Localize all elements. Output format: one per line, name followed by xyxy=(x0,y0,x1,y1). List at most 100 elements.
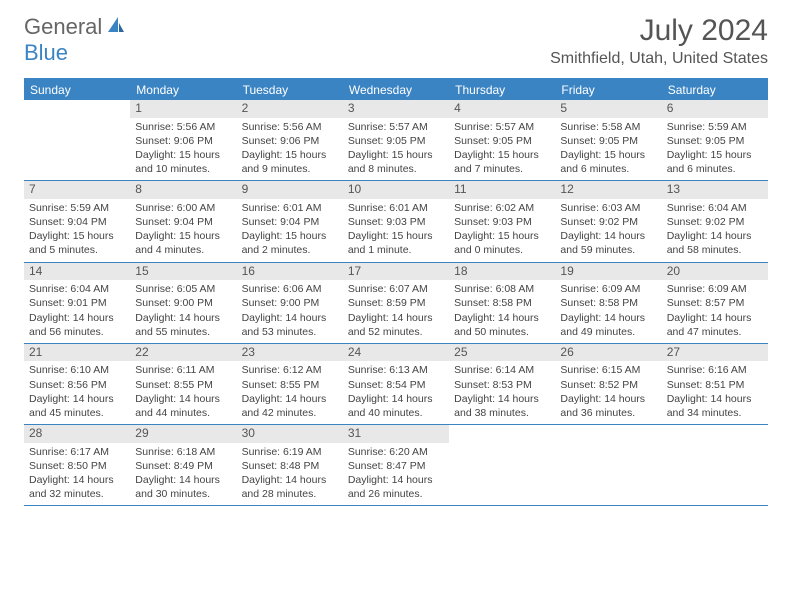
day-details: Sunrise: 6:12 AMSunset: 8:55 PMDaylight:… xyxy=(237,361,343,424)
day-number: 15 xyxy=(130,263,236,281)
day-number: 31 xyxy=(343,425,449,443)
day-cell: 12Sunrise: 6:03 AMSunset: 9:02 PMDayligh… xyxy=(555,181,661,261)
day-number: 14 xyxy=(24,263,130,281)
day-details: Sunrise: 6:02 AMSunset: 9:03 PMDaylight:… xyxy=(449,199,555,262)
day-cell: 31Sunrise: 6:20 AMSunset: 8:47 PMDayligh… xyxy=(343,425,449,505)
weekday-row: Sunday Monday Tuesday Wednesday Thursday… xyxy=(24,80,768,100)
day-cell: 18Sunrise: 6:08 AMSunset: 8:58 PMDayligh… xyxy=(449,263,555,343)
day-number: 18 xyxy=(449,263,555,281)
day-cell xyxy=(449,425,555,505)
day-number: 20 xyxy=(662,263,768,281)
day-number: 6 xyxy=(662,100,768,118)
day-details: Sunrise: 5:59 AMSunset: 9:04 PMDaylight:… xyxy=(24,199,130,262)
day-details: Sunrise: 5:56 AMSunset: 9:06 PMDaylight:… xyxy=(237,118,343,181)
day-number: 22 xyxy=(130,344,236,362)
day-number: 28 xyxy=(24,425,130,443)
day-number: 17 xyxy=(343,263,449,281)
day-details: Sunrise: 6:09 AMSunset: 8:57 PMDaylight:… xyxy=(662,280,768,343)
day-number: 24 xyxy=(343,344,449,362)
day-details: Sunrise: 6:07 AMSunset: 8:59 PMDaylight:… xyxy=(343,280,449,343)
weekday-mon: Monday xyxy=(130,80,236,100)
day-number: 29 xyxy=(130,425,236,443)
day-cell: 17Sunrise: 6:07 AMSunset: 8:59 PMDayligh… xyxy=(343,263,449,343)
day-details: Sunrise: 6:04 AMSunset: 9:02 PMDaylight:… xyxy=(662,199,768,262)
day-details: Sunrise: 6:09 AMSunset: 8:58 PMDaylight:… xyxy=(555,280,661,343)
logo-text-blue: Blue xyxy=(24,40,68,65)
day-details: Sunrise: 6:10 AMSunset: 8:56 PMDaylight:… xyxy=(24,361,130,424)
day-number: 30 xyxy=(237,425,343,443)
week-row: 21Sunrise: 6:10 AMSunset: 8:56 PMDayligh… xyxy=(24,344,768,425)
day-cell: 27Sunrise: 6:16 AMSunset: 8:51 PMDayligh… xyxy=(662,344,768,424)
day-number: 12 xyxy=(555,181,661,199)
day-number: 27 xyxy=(662,344,768,362)
day-details: Sunrise: 6:16 AMSunset: 8:51 PMDaylight:… xyxy=(662,361,768,424)
day-cell: 15Sunrise: 6:05 AMSunset: 9:00 PMDayligh… xyxy=(130,263,236,343)
day-cell: 22Sunrise: 6:11 AMSunset: 8:55 PMDayligh… xyxy=(130,344,236,424)
day-cell: 2Sunrise: 5:56 AMSunset: 9:06 PMDaylight… xyxy=(237,100,343,180)
logo-text-general: General xyxy=(24,14,102,40)
day-cell: 29Sunrise: 6:18 AMSunset: 8:49 PMDayligh… xyxy=(130,425,236,505)
week-row: 1Sunrise: 5:56 AMSunset: 9:06 PMDaylight… xyxy=(24,100,768,181)
day-details: Sunrise: 5:59 AMSunset: 9:05 PMDaylight:… xyxy=(662,118,768,181)
day-number: 9 xyxy=(237,181,343,199)
day-details: Sunrise: 6:13 AMSunset: 8:54 PMDaylight:… xyxy=(343,361,449,424)
day-details: Sunrise: 6:06 AMSunset: 9:00 PMDaylight:… xyxy=(237,280,343,343)
day-details: Sunrise: 5:58 AMSunset: 9:05 PMDaylight:… xyxy=(555,118,661,181)
day-number: 4 xyxy=(449,100,555,118)
day-details: Sunrise: 5:56 AMSunset: 9:06 PMDaylight:… xyxy=(130,118,236,181)
day-number: 13 xyxy=(662,181,768,199)
day-number: 8 xyxy=(130,181,236,199)
day-number: 11 xyxy=(449,181,555,199)
day-cell: 6Sunrise: 5:59 AMSunset: 9:05 PMDaylight… xyxy=(662,100,768,180)
day-cell: 25Sunrise: 6:14 AMSunset: 8:53 PMDayligh… xyxy=(449,344,555,424)
day-details: Sunrise: 5:57 AMSunset: 9:05 PMDaylight:… xyxy=(343,118,449,181)
day-details: Sunrise: 5:57 AMSunset: 9:05 PMDaylight:… xyxy=(449,118,555,181)
calendar: Sunday Monday Tuesday Wednesday Thursday… xyxy=(24,78,768,506)
logo: General xyxy=(24,14,128,40)
day-number: 7 xyxy=(24,181,130,199)
day-cell: 26Sunrise: 6:15 AMSunset: 8:52 PMDayligh… xyxy=(555,344,661,424)
day-cell xyxy=(662,425,768,505)
day-details: Sunrise: 6:01 AMSunset: 9:03 PMDaylight:… xyxy=(343,199,449,262)
weekday-fri: Friday xyxy=(555,80,661,100)
week-row: 28Sunrise: 6:17 AMSunset: 8:50 PMDayligh… xyxy=(24,425,768,506)
day-number: 3 xyxy=(343,100,449,118)
day-cell: 23Sunrise: 6:12 AMSunset: 8:55 PMDayligh… xyxy=(237,344,343,424)
day-details: Sunrise: 6:15 AMSunset: 8:52 PMDaylight:… xyxy=(555,361,661,424)
month-title: July 2024 xyxy=(550,14,768,48)
day-cell: 21Sunrise: 6:10 AMSunset: 8:56 PMDayligh… xyxy=(24,344,130,424)
day-cell: 16Sunrise: 6:06 AMSunset: 9:00 PMDayligh… xyxy=(237,263,343,343)
day-number: 10 xyxy=(343,181,449,199)
day-details: Sunrise: 6:05 AMSunset: 9:00 PMDaylight:… xyxy=(130,280,236,343)
day-details: Sunrise: 6:20 AMSunset: 8:47 PMDaylight:… xyxy=(343,443,449,506)
day-number: 25 xyxy=(449,344,555,362)
day-cell xyxy=(555,425,661,505)
day-cell: 20Sunrise: 6:09 AMSunset: 8:57 PMDayligh… xyxy=(662,263,768,343)
day-details: Sunrise: 6:03 AMSunset: 9:02 PMDaylight:… xyxy=(555,199,661,262)
day-number: 1 xyxy=(130,100,236,118)
day-cell: 30Sunrise: 6:19 AMSunset: 8:48 PMDayligh… xyxy=(237,425,343,505)
day-cell: 1Sunrise: 5:56 AMSunset: 9:06 PMDaylight… xyxy=(130,100,236,180)
day-cell xyxy=(24,100,130,180)
day-number: 16 xyxy=(237,263,343,281)
week-row: 14Sunrise: 6:04 AMSunset: 9:01 PMDayligh… xyxy=(24,263,768,344)
day-cell: 5Sunrise: 5:58 AMSunset: 9:05 PMDaylight… xyxy=(555,100,661,180)
title-block: July 2024 Smithfield, Utah, United State… xyxy=(550,14,768,68)
day-details: Sunrise: 6:11 AMSunset: 8:55 PMDaylight:… xyxy=(130,361,236,424)
day-cell: 8Sunrise: 6:00 AMSunset: 9:04 PMDaylight… xyxy=(130,181,236,261)
location: Smithfield, Utah, United States xyxy=(550,50,768,68)
day-number: 5 xyxy=(555,100,661,118)
weekday-wed: Wednesday xyxy=(343,80,449,100)
weekday-sat: Saturday xyxy=(662,80,768,100)
day-cell: 24Sunrise: 6:13 AMSunset: 8:54 PMDayligh… xyxy=(343,344,449,424)
day-cell: 14Sunrise: 6:04 AMSunset: 9:01 PMDayligh… xyxy=(24,263,130,343)
day-number: 23 xyxy=(237,344,343,362)
day-cell: 4Sunrise: 5:57 AMSunset: 9:05 PMDaylight… xyxy=(449,100,555,180)
day-details: Sunrise: 6:01 AMSunset: 9:04 PMDaylight:… xyxy=(237,199,343,262)
day-cell: 11Sunrise: 6:02 AMSunset: 9:03 PMDayligh… xyxy=(449,181,555,261)
day-number: 26 xyxy=(555,344,661,362)
day-number: 19 xyxy=(555,263,661,281)
weekday-sun: Sunday xyxy=(24,80,130,100)
logo-sail-icon xyxy=(106,15,126,40)
day-number: 2 xyxy=(237,100,343,118)
